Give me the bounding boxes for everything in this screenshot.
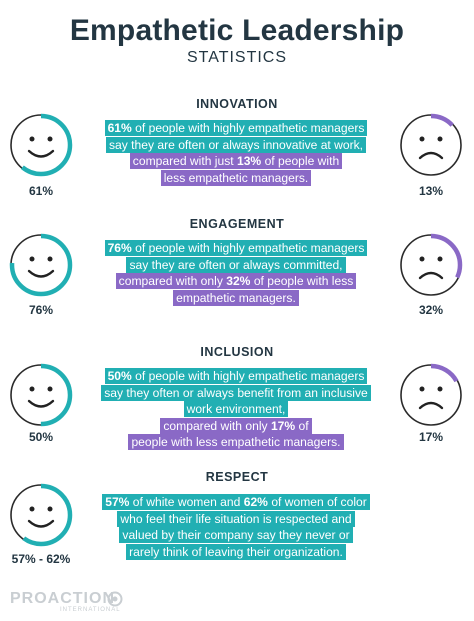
left-percent-inclusion: 50% (28, 430, 54, 444)
stat-text-engagement: 76% of people with highly empathetic man… (90, 240, 382, 306)
progress-ring-purple (399, 113, 463, 177)
happy-face-icon (9, 113, 73, 177)
stat-text-inclusion: 50% of people with highly empathetic man… (90, 368, 382, 451)
section-title-inclusion: INCLUSION (200, 345, 274, 359)
right-percent-engagement: 32% (418, 303, 444, 317)
section-title-engagement: ENGAGEMENT (189, 217, 285, 231)
left-percent-innovation: 61% (28, 184, 54, 198)
sad-face-icon (399, 233, 463, 297)
logo: PROACTION (10, 590, 115, 607)
progress-ring-teal (9, 233, 73, 297)
logo-icon (107, 591, 123, 607)
page-subtitle: STATISTICS (186, 49, 288, 66)
progress-ring-purple (399, 233, 463, 297)
left-percent-respect: 57% - 62% (11, 552, 71, 566)
section-title-innovation: INNOVATION (196, 97, 278, 111)
progress-ring-teal (9, 483, 73, 547)
right-percent-innovation: 13% (418, 184, 444, 198)
right-percent-inclusion: 17% (418, 430, 444, 444)
progress-ring-teal (9, 363, 73, 427)
happy-face-icon (9, 233, 73, 297)
happy-face-icon (9, 483, 73, 547)
stat-text-innovation: 61% of people with highly empathetic man… (90, 120, 382, 186)
sad-face-icon (399, 363, 463, 427)
section-title-respect: RESPECT (205, 470, 269, 484)
left-percent-engagement: 76% (28, 303, 54, 317)
logo-subtitle: INTERNATIONAL (60, 607, 121, 613)
stat-text-respect: 57% of white women and 62% of women of c… (90, 494, 382, 560)
progress-ring-teal (9, 113, 73, 177)
sad-face-icon (399, 113, 463, 177)
progress-ring-purple (399, 363, 463, 427)
happy-face-icon (9, 363, 73, 427)
page-title: Empathetic Leadership (69, 14, 405, 47)
